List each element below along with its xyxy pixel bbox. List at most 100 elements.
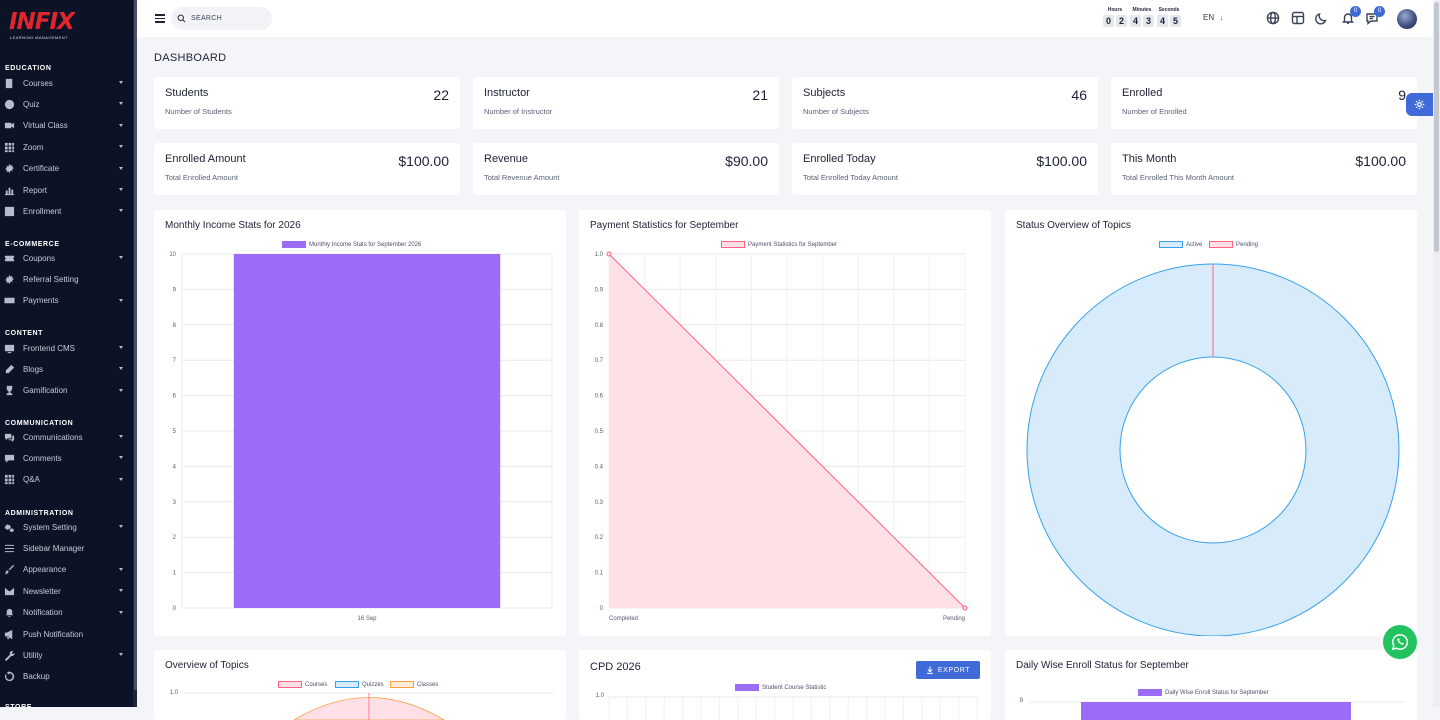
- export-button[interactable]: EXPORT: [916, 661, 980, 679]
- sidebar-item-sidebar-manager[interactable]: Sidebar Manager: [0, 538, 133, 558]
- sidebar-item-utility[interactable]: Utility: [0, 645, 133, 665]
- status-legend-active[interactable]: Active: [1159, 241, 1202, 248]
- overview-legend-quizzes[interactable]: Quizzes: [335, 681, 384, 688]
- stat-title: Subjects: [803, 87, 846, 99]
- layout-icon[interactable]: [1291, 11, 1305, 25]
- sidebar-item-payments[interactable]: Payments: [0, 291, 133, 311]
- brush-icon: [4, 564, 15, 575]
- sidebar-item-system-setting[interactable]: System Setting: [0, 517, 133, 537]
- search-input[interactable]: SEARCH: [171, 7, 272, 30]
- caret-down-icon: [119, 188, 123, 191]
- payment-chart-title: Payment Statistics for September: [590, 220, 739, 231]
- status-legend-pending[interactable]: Pending: [1209, 241, 1258, 248]
- payment-chart-card: Payment Statistics for September Payment…: [579, 210, 991, 636]
- sidebar-item-communications[interactable]: Communications: [0, 427, 133, 447]
- caret-down-icon: [119, 346, 123, 349]
- x-tick-label: 16 Sep: [357, 616, 377, 622]
- brand-logo[interactable]: INFIX LEARNING MANAGEMENT: [9, 11, 75, 41]
- cpd-legend-label: Student Course Statistic: [762, 684, 827, 691]
- timer-digit: 5: [1170, 15, 1181, 27]
- overview-legend-classes[interactable]: Classes: [390, 681, 438, 688]
- sidebar-item-label: Coupons: [23, 253, 56, 263]
- sidebar-item-label: Push Notification: [23, 629, 84, 639]
- stat-subtitle: Number of Enrolled: [1122, 107, 1187, 116]
- income-chart-legend[interactable]: Monthly Income Stats for September 2026: [282, 241, 421, 248]
- gear-icon: [4, 163, 15, 174]
- stat-value: 22: [433, 87, 449, 103]
- sidebar-item-label: Courses: [23, 78, 53, 88]
- daily-tick-label: 9: [1019, 698, 1023, 704]
- sidebar-item-label: Newsletter: [23, 586, 61, 596]
- language-select[interactable]: EN ↓: [1203, 13, 1223, 22]
- sidebar-item-q-a[interactable]: Q&A: [0, 470, 133, 490]
- payment-legend-label: Payment Statistics for September: [748, 241, 838, 248]
- trophy-icon: [4, 385, 15, 396]
- topbar: SEARCH Hours 0 2 Minutes 4 3 Seconds 4 5 EN ↓ 0 …: [137, 0, 1433, 37]
- income-chart-card: Monthly Income Stats for 2026 Monthly In…: [154, 210, 566, 636]
- menu-toggle-icon[interactable]: [155, 14, 165, 25]
- sidebar-item-push-notification[interactable]: Push Notification: [0, 624, 133, 644]
- daily-chart-legend[interactable]: Daily Wise Enroll Status for September: [1138, 689, 1269, 696]
- sidebar-item-report[interactable]: Report: [0, 180, 133, 200]
- avatar[interactable]: [1397, 9, 1417, 29]
- status-doughnut-chart: [1026, 263, 1400, 636]
- overview-legend-courses[interactable]: Courses: [278, 681, 327, 688]
- sidebar-item-blogs[interactable]: Blogs: [0, 359, 133, 379]
- y-tick-label: 6: [173, 394, 177, 400]
- sidebar-item-zoom[interactable]: Zoom: [0, 137, 133, 157]
- customize-button[interactable]: [1406, 93, 1433, 116]
- sidebar-item-appearance[interactable]: Appearance: [0, 560, 133, 580]
- download-icon: [926, 666, 933, 674]
- cpd-bar-chart: [608, 696, 978, 720]
- sidebar-item-label: Blogs: [23, 364, 44, 374]
- timer-digit: 0: [1103, 15, 1114, 27]
- sidebar-item-frontend-cms[interactable]: Frontend CMS: [0, 338, 133, 358]
- sidebar-item-enrollment[interactable]: Enrollment: [0, 201, 133, 221]
- sidebar-item-quiz[interactable]: Quiz: [0, 94, 133, 114]
- caret-down-icon: [119, 435, 123, 438]
- caret-down-icon: [119, 102, 123, 106]
- page-scrollbar-track[interactable]: [1433, 0, 1440, 707]
- sidebar-item-courses[interactable]: Courses: [0, 73, 133, 93]
- caret-down-icon: [119, 256, 123, 259]
- daily-chart-title: Daily Wise Enroll Status for September: [1016, 660, 1189, 671]
- message-icon[interactable]: 0: [1365, 6, 1385, 25]
- bell-icon[interactable]: 0: [1341, 6, 1361, 25]
- stat-title: Enrolled Today: [803, 153, 876, 165]
- caret-down-icon: [119, 653, 123, 657]
- globe-icon[interactable]: [1266, 11, 1280, 25]
- whatsapp-button[interactable]: [1383, 625, 1417, 659]
- sidebar-scrollbar-thumb[interactable]: [134, 0, 137, 690]
- sidebar-item-gamification[interactable]: Gamification: [0, 381, 133, 401]
- y-tick-label: 0.3: [595, 500, 604, 506]
- sidebar-item-backup[interactable]: Backup: [0, 667, 133, 687]
- sidebar-item-coupons[interactable]: Coupons: [0, 248, 133, 268]
- payment-chart-legend[interactable]: Payment Statistics for September: [721, 241, 837, 248]
- timer-hours: Hours 0 2: [1103, 7, 1127, 27]
- y-tick-label: 7: [173, 358, 177, 364]
- timer-digit: 4: [1157, 15, 1168, 27]
- sidebar-item-referral-setting[interactable]: Referral Setting: [0, 269, 133, 289]
- stat-card-revenue: Revenue Total Revenue Amount $90.00: [473, 143, 779, 195]
- gears-icon: [4, 522, 15, 533]
- payment-point: [962, 605, 968, 611]
- y-tick-label: 2: [173, 535, 177, 541]
- sidebar-item-notification[interactable]: Notification: [0, 603, 133, 623]
- cpd-chart-legend[interactable]: Student Course Statistic: [735, 684, 826, 691]
- moon-icon[interactable]: [1315, 11, 1329, 25]
- sidebar-item-comments[interactable]: Comments: [0, 448, 133, 468]
- sidebar-item-label: Comments: [23, 453, 62, 463]
- notification-badge: 0: [1350, 6, 1361, 17]
- status-chart-card: Status Overview of Topics Active Pending: [1005, 210, 1417, 636]
- stat-value: 21: [752, 87, 768, 103]
- sidebar-item-label: Payments: [23, 296, 59, 306]
- sidebar-item-virtual-class[interactable]: Virtual Class: [0, 116, 133, 136]
- stat-title: Enrolled: [1122, 87, 1163, 99]
- sidebar-item-newsletter[interactable]: Newsletter: [0, 581, 133, 601]
- sidebar-item-certificate[interactable]: Certificate: [0, 159, 133, 179]
- page-scrollbar-thumb[interactable]: [1434, 2, 1439, 252]
- timer-label: Hours: [1107, 7, 1123, 13]
- daily-bar: [1081, 702, 1351, 720]
- y-tick-label: 9: [173, 287, 177, 293]
- y-tick-label: 0.5: [595, 429, 604, 435]
